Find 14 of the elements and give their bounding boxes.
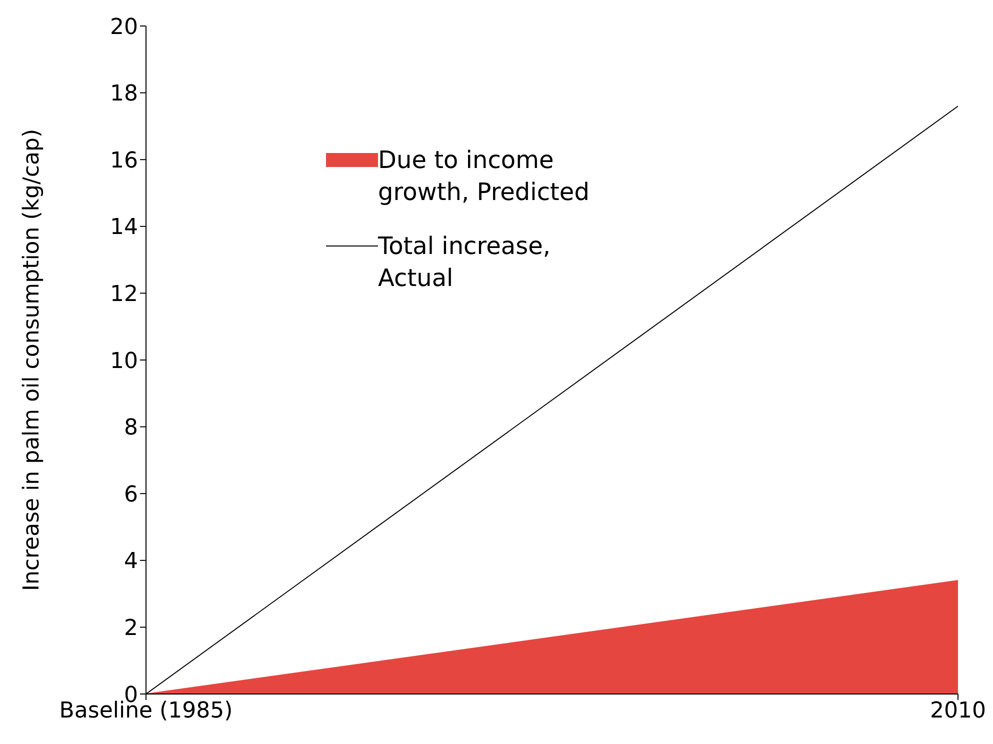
y-tick-label: 10 [110, 348, 138, 374]
y-tick-label: 4 [124, 549, 138, 574]
legend-label: Total increase, Actual [378, 231, 552, 294]
y-tick-label: 16 [110, 148, 138, 174]
y-tick-label: 14 [110, 215, 138, 240]
legend-label: Due to income growth, Predicted [378, 145, 590, 208]
y-tick-label: 12 [110, 282, 138, 308]
x-tick-label: 2010 [930, 698, 986, 724]
y-tick-label: 18 [110, 82, 138, 107]
y-tick-label: 8 [124, 416, 138, 441]
y-axis-title: Increase in palm oil consumption (kg/cap) [20, 128, 44, 592]
y-tick-label: 2 [124, 616, 138, 642]
y-tick-label: 20 [110, 14, 138, 40]
y-tick-label: 6 [124, 482, 138, 508]
